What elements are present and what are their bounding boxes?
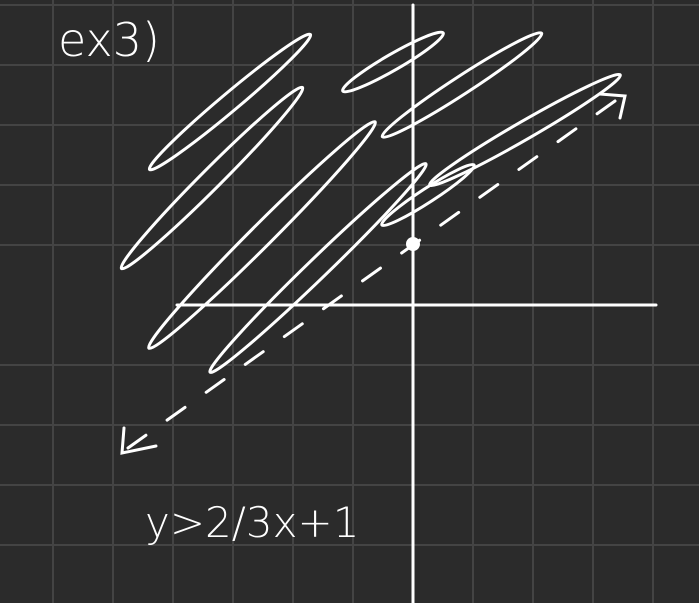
- inequality: y>2/3x+1: [145, 498, 359, 547]
- shading: [119, 30, 622, 374]
- y-intercept-point: [406, 237, 420, 251]
- boundary-line: [120, 92, 627, 455]
- example-label: ex3): [58, 13, 160, 67]
- axes: [175, 3, 658, 603]
